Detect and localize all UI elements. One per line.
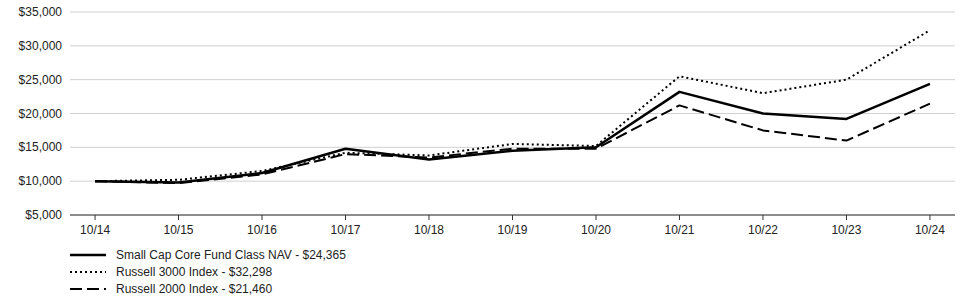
y-tick-label: $5,000 (25, 208, 62, 222)
x-tick (762, 215, 763, 220)
y-tick-label: $35,000 (19, 5, 63, 19)
x-tick-label: 10/21 (664, 223, 694, 237)
x-tick (95, 215, 96, 220)
x-tick-label: 10/17 (331, 223, 361, 237)
x-tick (345, 215, 346, 220)
x-tick-label: 10/23 (831, 223, 861, 237)
x-axis: 10/14 10/15 10/16 10/17 10/18 10/19 10/20 10/21… (70, 215, 955, 237)
x-tick-label: 10/18 (414, 223, 444, 237)
x-tick-label: 10/20 (581, 223, 611, 237)
x-tick-label: 10/16 (247, 223, 277, 237)
series-line (95, 30, 930, 181)
x-tick-label: 10/14 (80, 223, 110, 237)
y-tick-label: $10,000 (19, 174, 63, 188)
series-line (95, 84, 930, 183)
chart: $5,000 $10,000 $15,000 $20,000 $25,000 $30,00… (0, 0, 975, 304)
grid-line (70, 45, 955, 46)
legend-label: Small Cap Core Fund Class NAV - $24,365 (116, 248, 346, 262)
x-tick (178, 215, 179, 220)
x-tick-label: 10/19 (497, 223, 527, 237)
legend-swatch (70, 254, 106, 257)
x-tick (679, 215, 680, 220)
legend: Small Cap Core Fund Class NAV - $24,365 R… (70, 248, 346, 296)
y-tick-label: $20,000 (19, 107, 63, 121)
y-axis: $5,000 $10,000 $15,000 $20,000 $25,000 $30,00… (19, 5, 955, 222)
x-tick (262, 215, 263, 220)
lines (95, 30, 930, 183)
chart-container: $5,000 $10,000 $15,000 $20,000 $25,000 $30,00… (0, 0, 975, 304)
y-tick-label: $30,000 (19, 39, 63, 53)
series-line (95, 104, 930, 184)
x-tick-label: 10/22 (748, 223, 778, 237)
y-tick-label: $15,000 (19, 140, 63, 154)
x-tick (595, 215, 596, 220)
legend-label: Russell 2000 Index - $21,460 (116, 282, 272, 296)
x-tick (429, 215, 430, 220)
y-tick-label: $25,000 (19, 73, 63, 87)
grid-line (70, 79, 955, 80)
legend-label: Russell 3000 Index - $32,298 (116, 265, 272, 279)
x-tick-label: 10/15 (164, 223, 194, 237)
legend-swatch (70, 271, 106, 273)
x-tick-label: 10/24 (915, 223, 945, 237)
grid-line (70, 12, 955, 13)
grid-line (70, 147, 955, 148)
legend-swatch (70, 288, 106, 290)
x-tick (512, 215, 513, 220)
x-tick (929, 215, 930, 220)
grid-line (70, 113, 955, 114)
x-tick (846, 215, 847, 220)
